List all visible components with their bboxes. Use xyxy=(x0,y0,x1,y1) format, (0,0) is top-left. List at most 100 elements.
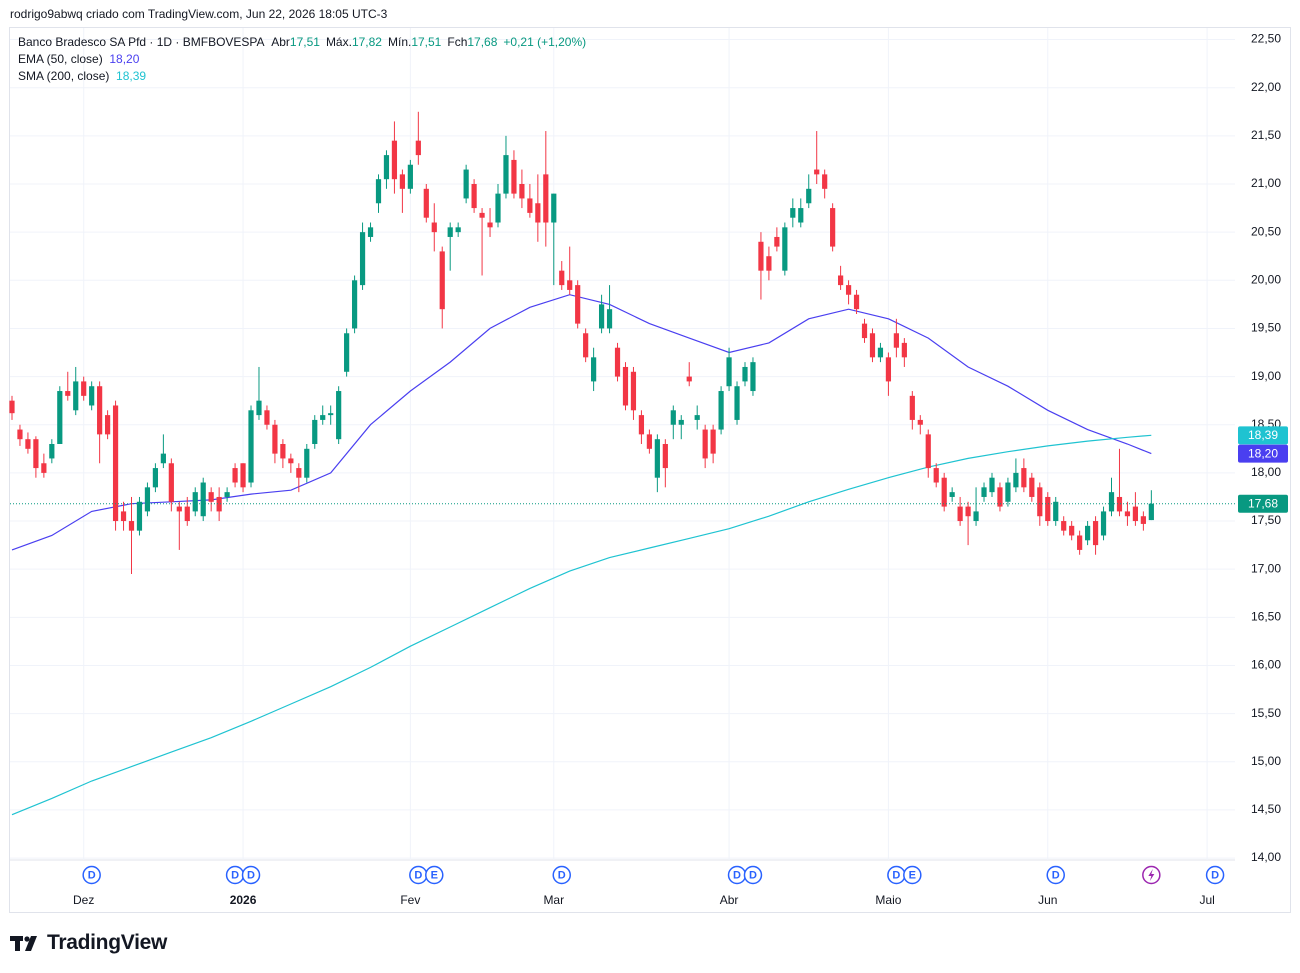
candle-body xyxy=(383,155,390,180)
candle xyxy=(527,184,533,218)
candle-body xyxy=(128,521,135,531)
series-name: SMA (200, close) xyxy=(18,69,110,83)
candle-body xyxy=(192,492,198,512)
candle-body xyxy=(758,241,764,271)
candle-body xyxy=(336,391,342,440)
candle xyxy=(9,395,15,420)
candle-body xyxy=(806,188,812,204)
event-marker xyxy=(425,865,444,885)
candle xyxy=(798,198,804,228)
candle xyxy=(901,338,907,367)
candle-body xyxy=(535,203,541,223)
candle-body xyxy=(893,333,899,348)
price-box-label: 18,20 xyxy=(1248,446,1278,460)
candle xyxy=(638,410,645,444)
candle xyxy=(264,405,270,430)
y-tick-label: 21,50 xyxy=(1251,128,1281,142)
event-label: D xyxy=(1211,869,1219,881)
candle-body xyxy=(845,285,852,295)
candle xyxy=(614,342,621,382)
candle xyxy=(591,347,597,392)
candle xyxy=(694,405,700,430)
candle xyxy=(471,179,477,213)
candle xyxy=(845,280,852,305)
candle-body xyxy=(734,386,740,420)
flash-icon xyxy=(1148,869,1155,881)
candle-body xyxy=(853,294,860,310)
candle xyxy=(559,261,565,290)
candle-body xyxy=(423,188,429,218)
candle-body xyxy=(583,333,589,358)
candle xyxy=(575,280,581,329)
x-tick-label: Jun xyxy=(1038,893,1057,907)
y-tick-label: 15,50 xyxy=(1251,706,1281,720)
candle-body xyxy=(272,424,278,454)
candle xyxy=(280,439,286,469)
candle-body xyxy=(646,434,652,449)
x-tick-label: Jul xyxy=(1199,893,1214,907)
x-tick-label: Mar xyxy=(543,893,564,907)
candle-body xyxy=(120,511,127,522)
candle xyxy=(120,501,127,531)
candle-body xyxy=(81,381,87,396)
candle-body xyxy=(1148,503,1154,521)
y-tick-label: 21,00 xyxy=(1251,176,1281,190)
candle xyxy=(423,184,429,223)
candle-body xyxy=(112,405,119,522)
candle-body xyxy=(320,415,326,420)
y-tick-label: 16,50 xyxy=(1251,610,1281,624)
candle-body xyxy=(415,140,421,156)
candle xyxy=(917,415,923,435)
price-box-label: 17,68 xyxy=(1248,496,1278,510)
candle xyxy=(606,285,613,334)
candle xyxy=(128,496,135,574)
candle-body xyxy=(495,193,501,223)
candle-body xyxy=(144,487,151,512)
candle xyxy=(598,294,605,334)
candle xyxy=(383,150,390,189)
candle xyxy=(511,150,517,199)
candle-body xyxy=(822,174,828,189)
candle xyxy=(97,381,103,464)
candle xyxy=(375,174,382,213)
event-label: D xyxy=(892,869,900,881)
candle-body xyxy=(726,357,732,387)
candle xyxy=(622,362,629,411)
candle xyxy=(1069,521,1075,541)
candle xyxy=(909,391,915,430)
ohlc-label: Mín. xyxy=(387,35,412,49)
candle-body xyxy=(1021,468,1027,488)
candle xyxy=(1077,530,1083,555)
candle-body xyxy=(670,410,676,425)
series-value: 18,39 xyxy=(116,69,147,83)
x-tick-label: Abr xyxy=(720,893,739,907)
candle-body xyxy=(1045,496,1051,522)
candle-body xyxy=(1037,487,1043,517)
candle-body xyxy=(1069,525,1075,536)
y-tick-label: 19,00 xyxy=(1251,369,1281,383)
candle-body xyxy=(981,487,987,497)
candle xyxy=(925,429,931,478)
candle xyxy=(662,439,668,488)
candle-body xyxy=(861,323,868,339)
candle-body xyxy=(391,140,398,180)
candle-body xyxy=(598,304,605,329)
ohlc: Abr17,51 Máx.17,82 Mín.17,51 Fch17,68 xyxy=(271,35,503,49)
candle-body xyxy=(208,492,214,502)
y-tick-label: 19,50 xyxy=(1251,321,1281,335)
candle-body xyxy=(359,232,366,286)
candle-body xyxy=(296,468,302,478)
price-box xyxy=(1238,494,1288,513)
candle xyxy=(256,366,262,420)
candle-body xyxy=(248,410,254,483)
candle-body xyxy=(949,492,955,497)
ohlc-label: Máx. xyxy=(325,35,352,49)
candle-body xyxy=(168,463,174,502)
candle xyxy=(1116,448,1123,517)
candle-body xyxy=(41,463,47,473)
legend-row: EMA (50, close) 18,20 xyxy=(18,51,592,68)
candle-body xyxy=(798,208,804,223)
candle xyxy=(455,222,461,237)
